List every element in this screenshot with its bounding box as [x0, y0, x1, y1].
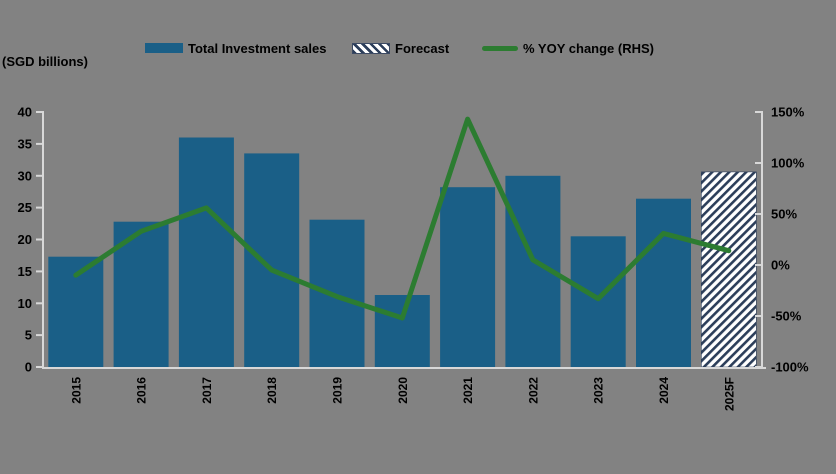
line-swatch-icon — [482, 45, 518, 51]
left-axis-tick-label: 30 — [18, 168, 32, 183]
hatch-swatch-icon — [352, 42, 390, 54]
legend: Total Investment sales Forecast % YOY ch… — [0, 0, 836, 60]
left-axis-tick-label: 5 — [25, 328, 32, 343]
x-axis-label-2020: 2020 — [396, 377, 410, 404]
bar-2023 — [570, 236, 626, 367]
bar-2025F-forecast — [700, 171, 757, 368]
right-axis-tick-label: 100% — [771, 156, 805, 171]
x-axis-label-2016: 2016 — [135, 377, 149, 404]
legend-item-yoy-change: % YOY change (RHS) — [482, 40, 654, 56]
bar-2020 — [374, 295, 430, 367]
bar-2024 — [636, 198, 691, 367]
legend-item-forecast: Forecast — [352, 40, 450, 56]
right-axis-tick-label: 150% — [771, 105, 805, 120]
bar-2021 — [440, 187, 496, 367]
legend-label: % YOY change (RHS) — [523, 40, 654, 56]
right-axis-tick-label: -50% — [771, 309, 802, 324]
legend-label: Total Investment sales — [188, 40, 327, 56]
left-axis-tick-label: 25 — [18, 200, 32, 215]
right-axis-tick-label: -100% — [771, 360, 809, 375]
x-axis-label-2021: 2021 — [461, 377, 475, 404]
x-axis-label-2018: 2018 — [265, 377, 279, 404]
x-axis-label-2024: 2024 — [657, 377, 671, 404]
left-axis-units-label: (SGD billions) — [2, 54, 88, 69]
left-axis-tick-label: 0 — [25, 360, 32, 375]
yoy-change-line — [73, 116, 732, 321]
legend-item-total-investment-sales: Total Investment sales — [145, 40, 327, 56]
x-axis-label-2015: 2015 — [69, 377, 83, 404]
left-axis-tick-label: 15 — [18, 264, 32, 279]
x-axis-label-2025F: 2025F — [722, 377, 736, 411]
right-axis-tick-label: 50% — [771, 207, 797, 222]
right-axis-tick-label: 0% — [771, 258, 790, 273]
left-axis-tick-label: 40 — [18, 105, 32, 120]
x-axis-label-2023: 2023 — [592, 377, 606, 404]
bar-swatch-icon — [145, 43, 183, 53]
legend-label: Forecast — [395, 40, 450, 56]
x-axis-label-2019: 2019 — [331, 377, 345, 404]
x-axis-label-2017: 2017 — [200, 377, 214, 404]
left-axis-tick-label: 10 — [18, 296, 32, 311]
bar-2019 — [309, 219, 365, 367]
bar-2017 — [178, 137, 234, 367]
left-axis-tick-label: 20 — [18, 232, 32, 247]
left-axis-tick-label: 35 — [18, 136, 32, 151]
x-axis-label-2022: 2022 — [526, 377, 540, 404]
bar-2018 — [244, 153, 300, 367]
